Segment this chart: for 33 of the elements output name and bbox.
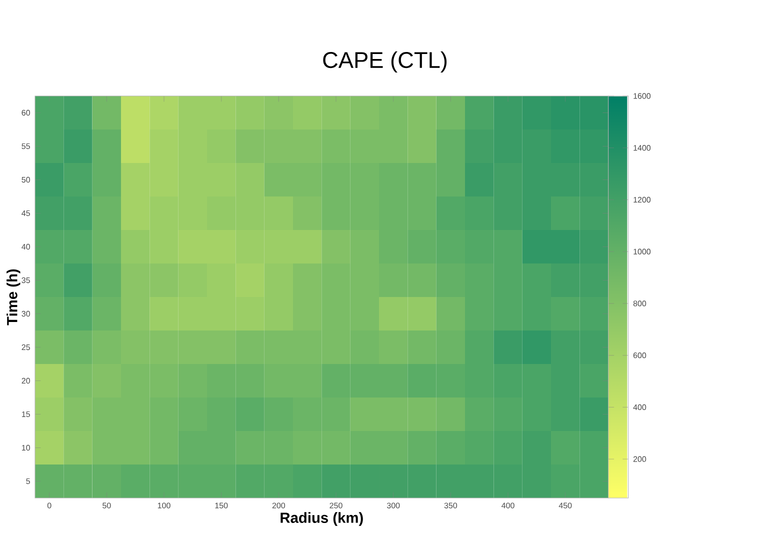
color-bar-label: 1200 [634, 196, 651, 203]
color-bar-label: 1600 [634, 93, 651, 99]
x-tick-label: 200 [272, 502, 286, 508]
y-tick-label: 50 [22, 176, 30, 183]
x-tick-label: 350 [444, 502, 458, 508]
color-bar-label: 400 [633, 404, 646, 410]
x-tick-label: 100 [158, 502, 170, 508]
y-tick-label: 40 [22, 244, 30, 250]
y-tick-label: 5 [26, 478, 30, 484]
x-axis-title: Radius (km) [280, 512, 363, 526]
x-tick-label: 50 [102, 502, 111, 508]
color-bar-label: 1000 [634, 248, 651, 254]
y-tick-label: 60 [22, 110, 30, 116]
x-tick-label: 450 [558, 502, 572, 508]
y-tick-label: 35 [22, 277, 30, 284]
x-tick-label: 300 [386, 502, 400, 508]
y-axis-title: Time (h) [6, 269, 20, 326]
y-tick-label: 55 [22, 143, 30, 150]
x-tick-label: 400 [502, 502, 514, 508]
y-tick-label: 10 [22, 444, 30, 451]
chart-title: CAPE (CTL) [323, 51, 447, 73]
y-tick-label: 15 [22, 411, 30, 418]
x-tick-label: 0 [47, 502, 52, 508]
y-tick-label: 25 [22, 344, 30, 350]
color-bar-label: 800 [633, 300, 646, 306]
x-tick-label: 250 [330, 502, 342, 508]
color-bar-label: 600 [633, 352, 646, 358]
y-tick-label: 30 [22, 310, 30, 317]
color-bar-label: 1400 [634, 145, 651, 151]
y-tick-label: 20 [22, 378, 30, 384]
y-tick-label: 45 [22, 210, 30, 216]
x-tick-label: 150 [215, 502, 228, 508]
color-bar-label: 200 [633, 456, 646, 462]
